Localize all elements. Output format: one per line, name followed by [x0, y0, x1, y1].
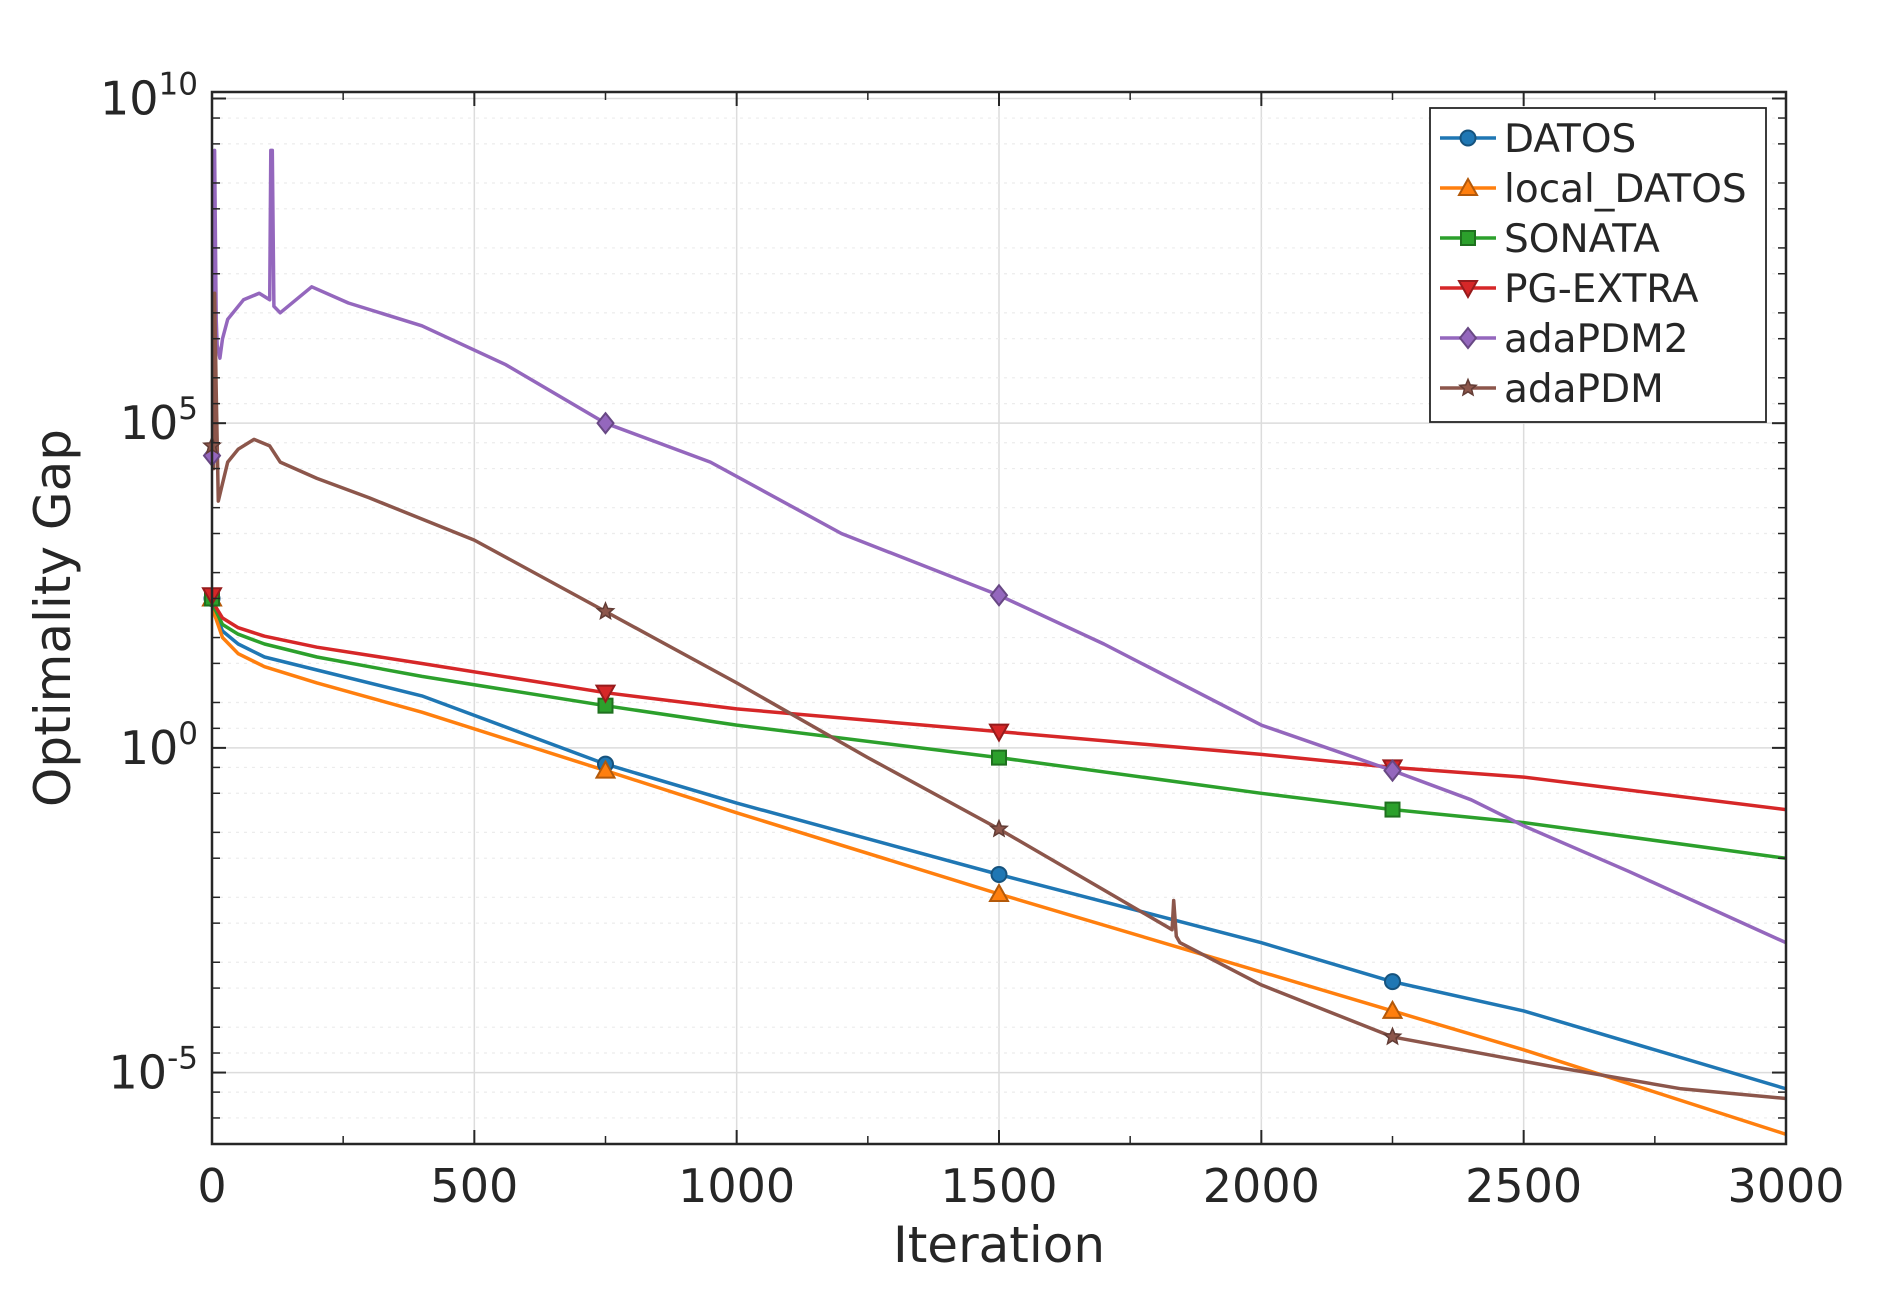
data-point-adapdm [1382, 1026, 1403, 1046]
data-point-local_datos [988, 882, 1010, 902]
data-point-sonata [1384, 801, 1401, 818]
x-tick-label: 500 [430, 1159, 518, 1213]
legend-marker-local_datos [1457, 176, 1479, 196]
x-tick-label: 0 [197, 1159, 226, 1213]
data-point-sonata [991, 749, 1007, 766]
y-tick-label: 105 [120, 391, 198, 450]
data-point-adapdm2 [596, 411, 615, 435]
series-line-adapdm [212, 291, 1786, 1101]
series-line-pg-extra [212, 594, 1786, 812]
x-tick-label: 2000 [1203, 1159, 1320, 1213]
y-tick-label: 1010 [100, 66, 198, 125]
data-point-datos [1384, 973, 1401, 991]
legend-label: adaPDM2 [1504, 317, 1689, 362]
y-tick-label: 100 [120, 716, 198, 775]
data-point-adapdm2 [989, 583, 1009, 607]
data-point-pg-extra [988, 723, 1010, 743]
y-tick-label: 10-5 [109, 1041, 198, 1100]
x-tick-labels: 0 500 1000 1500 2000 2500 3000 [197, 1159, 1844, 1213]
legend-label: DATOS [1504, 117, 1636, 162]
x-tick-label: 2500 [1465, 1159, 1582, 1213]
data-point-adapdm2 [1383, 759, 1402, 783]
legend-label: SONATA [1504, 217, 1660, 262]
data-point-local_datos [594, 759, 617, 779]
legend: DATOS local_DATOS SONATA PG-EXTRA adaPDM2 ada… [1429, 107, 1767, 423]
x-tick-label: 3000 [1727, 1159, 1844, 1213]
series-line-datos [212, 598, 1786, 1091]
legend-label: local_DATOS [1504, 167, 1747, 212]
legend-marker-adapdm2 [1458, 326, 1478, 350]
data-point-local_datos [1381, 999, 1404, 1019]
series-layer [212, 148, 1786, 1136]
legend-marker-sonata [1460, 230, 1476, 246]
legend-marker-datos [1459, 129, 1477, 147]
legend-marker-adapdm [1458, 377, 1478, 397]
legend-label: adaPDM [1504, 367, 1664, 412]
legend-box [1429, 107, 1767, 423]
legend-label: PG-EXTRA [1504, 267, 1699, 312]
legend-marker-pg-extra [1457, 280, 1479, 300]
y-tick-labels: 10-5 100 105 1010 [100, 66, 198, 1099]
x-tick-label: 1500 [940, 1159, 1057, 1213]
tick-marks [211, 92, 1787, 1144]
x-tick-label: 1000 [678, 1159, 795, 1213]
data-point-adapdm [595, 601, 616, 620]
data-point-pg-extra [594, 684, 617, 704]
marker-layer [201, 411, 1404, 1046]
data-point-datos [990, 866, 1008, 884]
x-axis-label: Iteration [893, 1216, 1105, 1274]
series-line-sonata [212, 598, 1786, 861]
series-line-local_datos [212, 598, 1786, 1136]
y-axis-label: Optimality Gap [24, 429, 82, 807]
data-point-adapdm [989, 818, 1009, 838]
